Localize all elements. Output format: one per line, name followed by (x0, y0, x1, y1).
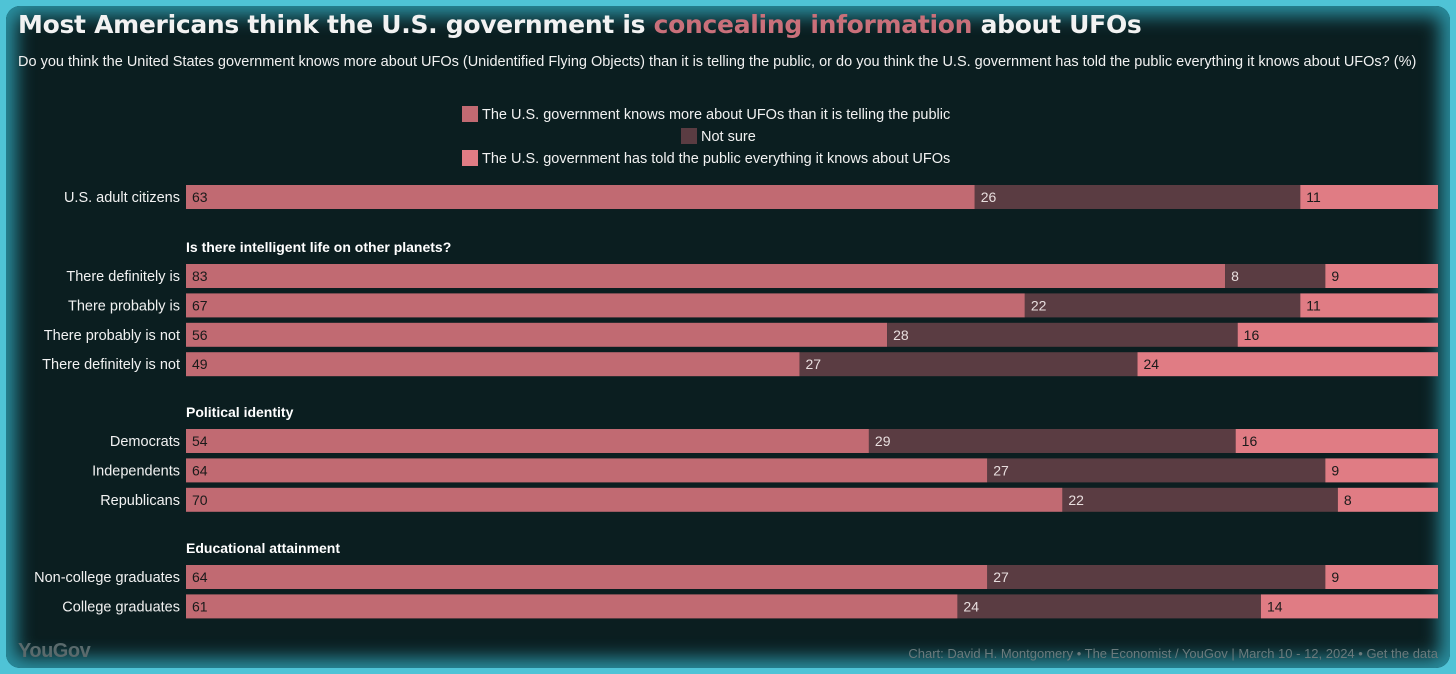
data-label-more: 64 (192, 462, 208, 478)
title-highlight: concealing information (653, 10, 973, 39)
bar-segment-more (186, 429, 869, 453)
row-label: Independents (92, 463, 180, 479)
data-label-not-sure: 24 (963, 598, 979, 614)
bar-segment-not-sure (1024, 293, 1301, 318)
data-label-not-sure: 27 (993, 569, 1009, 585)
data-label-more: 70 (192, 492, 208, 508)
bar-segment-not-sure (974, 185, 1301, 209)
bar-segment-told (1137, 352, 1438, 377)
row-label: College graduates (62, 599, 180, 615)
data-label-more: 54 (192, 433, 208, 449)
bar-segment-told (1300, 185, 1438, 209)
bar-segment-told (1237, 322, 1438, 347)
bar-segment-not-sure (987, 458, 1326, 483)
data-label-not-sure: 28 (893, 327, 909, 343)
data-label-more: 63 (192, 189, 208, 205)
bar-segment-told (1300, 293, 1438, 318)
bar-segment-told (1260, 594, 1438, 619)
data-label-told: 16 (1242, 433, 1258, 449)
bar-segment-not-sure (1225, 264, 1326, 288)
bar-segment-told (1235, 429, 1438, 453)
data-label-more: 64 (192, 569, 208, 585)
legend-item-not-sure: Not sure (681, 128, 756, 148)
title-text: Most Americans think the U.S. government… (18, 10, 654, 39)
data-label-told: 14 (1267, 598, 1283, 614)
title-text-end: about UFOs (972, 10, 1142, 39)
legend-label-told: The U.S. government has told the public … (482, 151, 951, 167)
data-label-told: 9 (1331, 462, 1339, 478)
bar-segment-more (186, 487, 1063, 512)
row-label: There definitely is not (42, 357, 180, 373)
data-label-told: 8 (1344, 492, 1352, 508)
data-label-not-sure: 22 (1068, 492, 1084, 508)
row-label: There definitely is (66, 269, 180, 285)
group-heading: Is there intelligent life on other plane… (186, 239, 451, 255)
data-label-told: 24 (1144, 356, 1160, 372)
bar-segment-more (186, 594, 958, 619)
row-label: There probably is not (44, 328, 180, 344)
legend-label-more: The U.S. government knows more about UFO… (482, 107, 951, 123)
data-label-more: 49 (192, 356, 208, 372)
bar-segment-not-sure (887, 322, 1238, 347)
bar-segment-not-sure (957, 594, 1261, 619)
chart-frame: Most Americans think the U.S. government… (6, 6, 1450, 668)
data-label-not-sure: 27 (805, 356, 821, 372)
legend-label-not-sure: Not sure (701, 129, 756, 145)
bar-segment-not-sure (987, 565, 1326, 589)
legend-swatch-not-sure (681, 128, 697, 144)
legend-item-told: The U.S. government has told the public … (462, 150, 950, 170)
bar-segment-more (186, 322, 888, 347)
data-label-told: 16 (1244, 327, 1260, 343)
bar-segment-more (186, 352, 800, 377)
chart-title: Most Americans think the U.S. government… (18, 10, 1142, 39)
group-heading: Educational attainment (186, 540, 340, 556)
bar-segment-not-sure (1062, 487, 1338, 512)
row-label: U.S. adult citizens (64, 190, 180, 206)
bar-segment-not-sure (799, 352, 1138, 377)
yougov-logo: YouGov (18, 640, 91, 662)
legend-swatch-told (462, 150, 478, 166)
data-label-more: 61 (192, 598, 208, 614)
legend-item-more: The U.S. government knows more about UFO… (462, 106, 950, 126)
row-label: Non-college graduates (34, 570, 180, 586)
bar-segment-more (186, 293, 1025, 318)
row-label: Democrats (110, 434, 180, 450)
group-heading: Political identity (186, 404, 294, 420)
bar-segment-told (1337, 487, 1438, 512)
data-label-told: 11 (1306, 297, 1321, 313)
stacked-bar-chart: U.S. adult citizens 63 26 11 Is there intell… (34, 185, 1438, 619)
chart-credit: Chart: David H. Montgomery • The Economi… (908, 646, 1438, 661)
data-label-more: 67 (192, 297, 208, 313)
data-label-not-sure: 29 (875, 433, 891, 449)
data-label-told: 9 (1331, 268, 1339, 284)
data-label-more: 56 (192, 327, 208, 343)
data-label-not-sure: 22 (1031, 297, 1047, 313)
data-label-told: 11 (1306, 189, 1321, 205)
bar-segment-told (1325, 565, 1438, 589)
data-label-told: 9 (1331, 569, 1339, 585)
bar-segment-not-sure (868, 429, 1236, 453)
row-label: Republicans (100, 493, 180, 509)
data-label-more: 83 (192, 268, 208, 284)
row-label: There probably is (68, 298, 180, 314)
bar-segment-told (1325, 264, 1438, 288)
data-label-not-sure: 26 (981, 189, 997, 205)
data-label-not-sure: 27 (993, 462, 1009, 478)
bar-segment-more (186, 185, 975, 209)
bar-segment-told (1325, 458, 1438, 483)
bar-segment-more (186, 264, 1226, 288)
legend-swatch-more (462, 106, 478, 122)
bar-segment-more (186, 458, 988, 483)
chart-subtitle: Do you think the United States governmen… (18, 54, 1417, 70)
data-label-not-sure: 8 (1231, 268, 1239, 284)
bar-segment-more (186, 565, 988, 589)
